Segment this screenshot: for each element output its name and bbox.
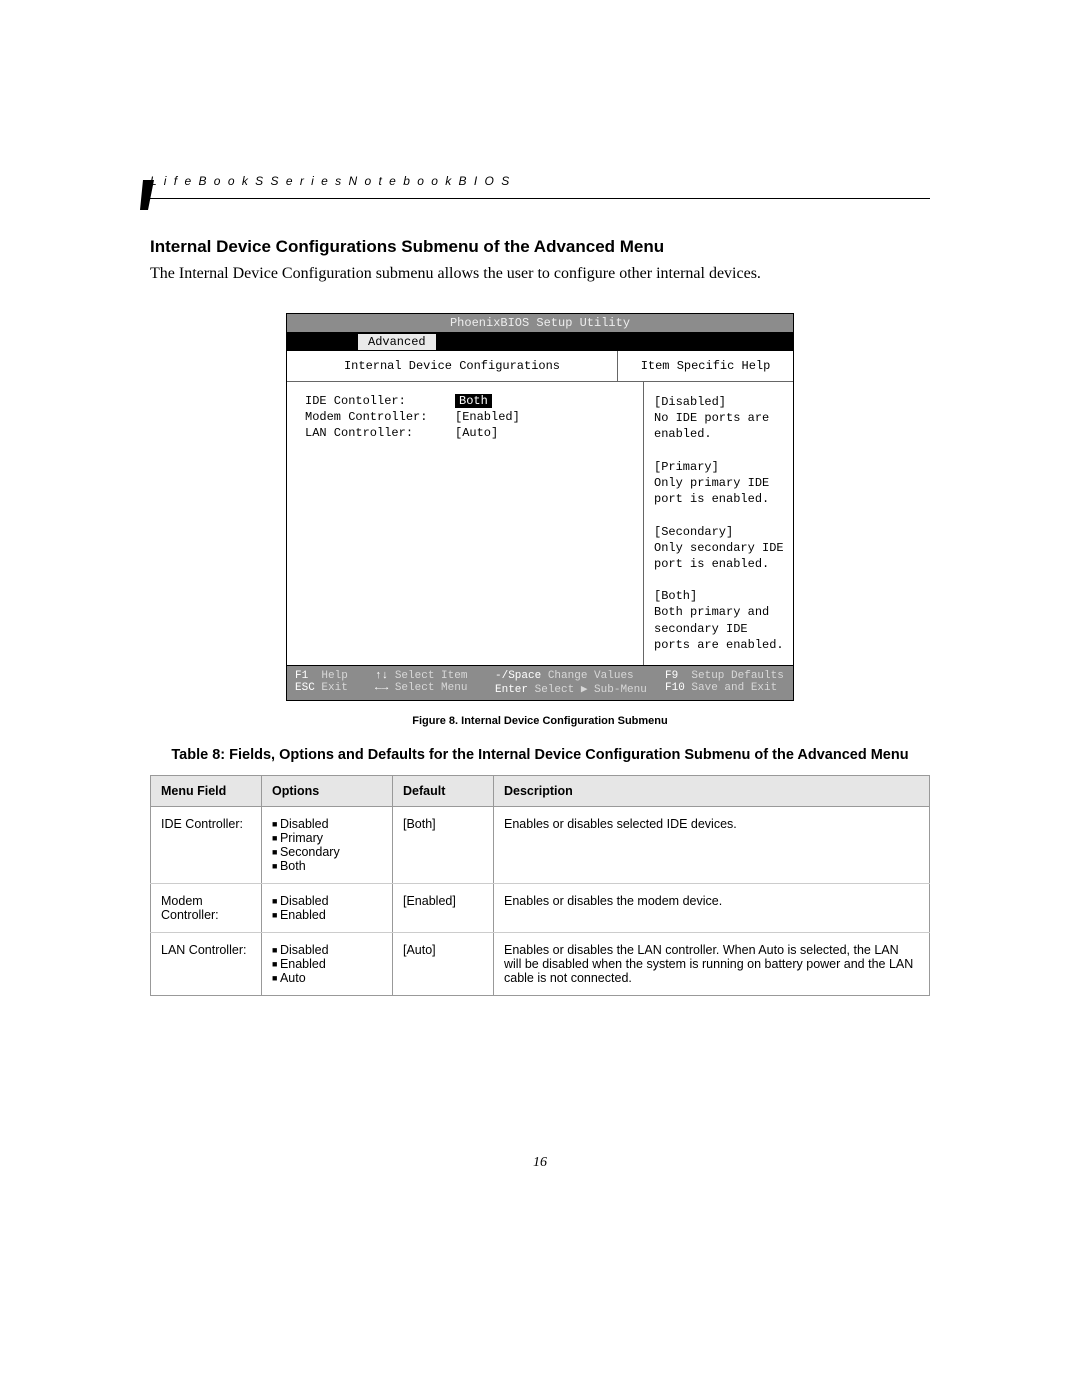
- table-row: Modem Controller:DisabledEnabled[Enabled…: [151, 884, 930, 933]
- key-minus: -/Space: [495, 670, 541, 682]
- cell-menu-field: Modem Controller:: [151, 884, 262, 933]
- running-head: L i f e B o o k S S e r i e s N o t e b …: [150, 174, 930, 188]
- option-item: Primary: [272, 831, 382, 845]
- section-intro: The Internal Device Configuration submen…: [150, 265, 930, 283]
- key-f1-label: Help: [321, 670, 347, 682]
- bios-panel-header: Internal Device Configurations Item Spec…: [287, 351, 793, 382]
- bios-screenshot: PhoenixBIOS Setup Utility Advanced Inter…: [286, 313, 794, 701]
- table-row: IDE Controller:DisabledPrimarySecondaryB…: [151, 807, 930, 884]
- cell-menu-field: IDE Controller:: [151, 807, 262, 884]
- key-esc: ESC: [295, 682, 315, 694]
- bios-field-label: Modem Controller:: [305, 410, 455, 424]
- cell-menu-field: LAN Controller:: [151, 933, 262, 996]
- bios-fields: IDE Contoller:BothModem Controller:[Enab…: [287, 382, 644, 665]
- option-item: Disabled: [272, 894, 382, 908]
- bios-field-value[interactable]: [Auto]: [455, 426, 498, 440]
- option-item: Both: [272, 859, 382, 873]
- cell-options: DisabledEnabledAuto: [262, 933, 393, 996]
- cell-options: DisabledEnabled: [262, 884, 393, 933]
- bios-field-label: IDE Contoller:: [305, 394, 455, 408]
- table-header: Options: [262, 776, 393, 807]
- table-caption: Table 8: Fields, Options and Defaults fo…: [150, 747, 930, 763]
- key-f1: F1: [295, 670, 308, 682]
- key-minus-label: Change Values: [548, 670, 634, 682]
- key-esc-label: Exit: [321, 682, 347, 694]
- bios-field-row[interactable]: Modem Controller:[Enabled]: [305, 410, 635, 424]
- option-item: Enabled: [272, 908, 382, 922]
- cell-default: [Enabled]: [393, 884, 494, 933]
- bios-field-label: LAN Controller:: [305, 426, 455, 440]
- bios-field-row[interactable]: LAN Controller:[Auto]: [305, 426, 635, 440]
- cell-default: [Auto]: [393, 933, 494, 996]
- page-number: 16: [150, 1155, 930, 1171]
- cell-description: Enables or disables the modem device.: [494, 884, 930, 933]
- bios-footer: F1 Help ↑↓ Select Item -/Space Change Va…: [287, 665, 793, 700]
- bios-help-title: Item Specific Help: [618, 351, 793, 381]
- option-item: Secondary: [272, 845, 382, 859]
- options-table: Menu FieldOptionsDefaultDescription IDE …: [150, 775, 930, 996]
- key-f10-label: Save and Exit: [691, 682, 777, 694]
- document-page: L i f e B o o k S S e r i e s N o t e b …: [150, 170, 930, 996]
- table-header: Description: [494, 776, 930, 807]
- option-item: Disabled: [272, 817, 382, 831]
- key-leftright-label: Select Menu: [395, 682, 468, 694]
- bios-panel-title: Internal Device Configurations: [287, 351, 618, 381]
- key-f9-label: Setup Defaults: [691, 670, 783, 682]
- option-item: Enabled: [272, 957, 382, 971]
- bios-tab-bar: Advanced: [287, 333, 793, 351]
- section-title: Internal Device Configurations Submenu o…: [150, 237, 930, 257]
- cell-options: DisabledPrimarySecondaryBoth: [262, 807, 393, 884]
- key-leftright: ←→: [375, 682, 388, 694]
- bios-help-text: [Disabled]No IDE ports are enabled.[Prim…: [644, 382, 793, 665]
- bios-field-row[interactable]: IDE Contoller:Both: [305, 394, 635, 408]
- option-item: Disabled: [272, 943, 382, 957]
- figure-caption: Figure 8. Internal Device Configuration …: [150, 715, 930, 727]
- key-enter-label: Select ▶ Sub-Menu: [535, 684, 647, 696]
- header-slash-icon: [140, 180, 158, 210]
- cell-default: [Both]: [393, 807, 494, 884]
- key-enter: Enter: [495, 684, 528, 696]
- key-updown-label: Select Item: [395, 670, 468, 682]
- option-item: Auto: [272, 971, 382, 985]
- table-row: LAN Controller:DisabledEnabledAuto[Auto]…: [151, 933, 930, 996]
- cell-description: Enables or disables the LAN controller. …: [494, 933, 930, 996]
- key-updown: ↑↓: [375, 670, 388, 682]
- bios-tab-advanced[interactable]: Advanced: [357, 333, 437, 350]
- key-f10: F10: [665, 682, 685, 694]
- bios-field-value[interactable]: Both: [455, 394, 492, 408]
- bios-field-value[interactable]: [Enabled]: [455, 410, 520, 424]
- cell-description: Enables or disables selected IDE devices…: [494, 807, 930, 884]
- table-header: Default: [393, 776, 494, 807]
- key-f9: F9: [665, 670, 678, 682]
- header-rule: [150, 198, 930, 199]
- table-header: Menu Field: [151, 776, 262, 807]
- bios-utility-title: PhoenixBIOS Setup Utility: [287, 314, 793, 333]
